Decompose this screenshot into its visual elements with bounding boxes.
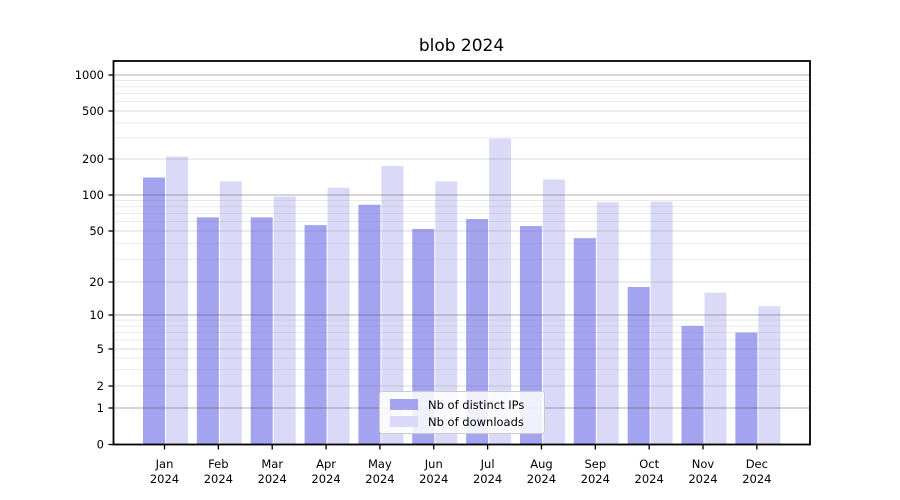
legend-label-distinct-ips: Nb of distinct IPs (428, 397, 525, 412)
x-tick-label-year: 2024 (635, 472, 664, 486)
bar-distinct-ips-jun (412, 228, 435, 445)
bar-downloads-jul (489, 138, 512, 445)
bar-downloads-apr (327, 187, 350, 445)
bar-downloads-mar (273, 196, 296, 445)
x-tick-label-year: 2024 (258, 472, 287, 486)
bar-downloads-dec (758, 306, 781, 445)
x-tick-label-month: Jun (424, 457, 443, 471)
bar-downloads-jun (435, 181, 458, 445)
bar-downloads-sep (596, 202, 619, 445)
bar-downloads-jan (166, 156, 188, 445)
bar-distinct-ips-apr (304, 225, 327, 445)
y-tick-label: 10 (89, 308, 104, 322)
legend-swatch-downloads (390, 416, 418, 427)
y-tick-label: 1 (97, 401, 104, 415)
x-tick-label-year: 2024 (688, 472, 717, 486)
x-tick-label-month: Mar (261, 457, 283, 471)
x-tick-label-year: 2024 (581, 472, 610, 486)
x-tick-label-month: Dec (746, 457, 768, 471)
x-tick-label-month: Apr (316, 457, 336, 471)
x-tick-label-year: 2024 (527, 472, 556, 486)
y-tick-label: 50 (89, 224, 104, 238)
x-tick-label-year: 2024 (311, 472, 340, 486)
bar-downloads-feb (219, 181, 242, 445)
x-tick-label-year: 2024 (473, 472, 502, 486)
y-tick-label: 1000 (75, 68, 104, 82)
y-tick-label: 2 (97, 379, 104, 393)
bar-distinct-ips-aug (519, 226, 542, 445)
legend: Nb of distinct IPs Nb of downloads (379, 391, 545, 434)
legend-item-downloads: Nb of downloads (390, 413, 544, 430)
y-tick-label: 100 (82, 188, 104, 202)
y-tick-label: 0 (97, 438, 104, 452)
legend-label-downloads: Nb of downloads (428, 414, 524, 429)
bar-downloads-nov (704, 292, 727, 445)
legend-item-distinct-ips: Nb of distinct IPs (390, 396, 544, 413)
y-tick-label: 500 (82, 104, 104, 118)
x-tick-label-month: Oct (639, 457, 659, 471)
x-tick-label-month: Aug (530, 457, 552, 471)
bar-downloads-may (381, 165, 404, 445)
y-tick-label: 200 (82, 152, 104, 166)
x-tick-label-year: 2024 (150, 472, 179, 486)
bar-distinct-ips-may (358, 204, 381, 445)
x-tick-label-month: Jul (480, 457, 495, 471)
y-tick-label: 20 (89, 275, 104, 289)
x-tick-label-month: May (368, 457, 392, 471)
x-tick-label-year: 2024 (742, 472, 771, 486)
x-tick-label-month: Sep (584, 457, 606, 471)
bar-distinct-ips-jul (466, 218, 489, 445)
bar-distinct-ips-jan (143, 177, 165, 445)
x-tick-label-month: Jan (155, 457, 174, 471)
legend-swatch-distinct-ips (390, 399, 418, 410)
plot-border (112, 60, 811, 446)
y-tick-label: 5 (97, 342, 104, 356)
x-tick-label-year: 2024 (204, 472, 233, 486)
x-tick-label-year: 2024 (419, 472, 448, 486)
bar-distinct-ips-oct (627, 287, 650, 445)
chart-title: blob 2024 (418, 36, 505, 56)
bar-distinct-ips-mar (250, 217, 273, 445)
bar-distinct-ips-feb (196, 217, 219, 445)
x-tick-label-month: Feb (208, 457, 228, 471)
bar-distinct-ips-sep (573, 238, 596, 445)
x-tick-label-month: Nov (692, 457, 715, 471)
bar-downloads-oct (650, 201, 673, 445)
bar-distinct-ips-dec (735, 332, 758, 445)
x-tick-label-year: 2024 (365, 472, 394, 486)
bar-downloads-aug (542, 179, 565, 445)
bar-distinct-ips-nov (681, 325, 704, 445)
